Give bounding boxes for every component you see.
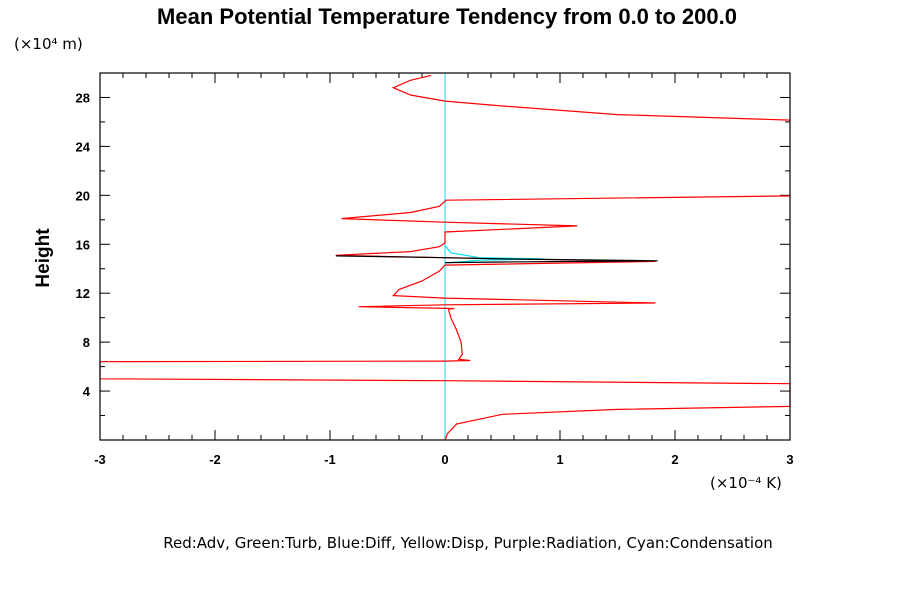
series-line-adv-upper- xyxy=(391,74,791,121)
series-line-black xyxy=(335,255,658,264)
y-tick-label: 8 xyxy=(83,335,90,350)
series-line-adv xyxy=(99,195,791,441)
x-units-label: (×10⁻⁴ K) xyxy=(710,474,782,492)
x-tick-label: 1 xyxy=(556,452,563,467)
series-line-condensation xyxy=(444,245,543,264)
series-group xyxy=(99,73,791,441)
y-tick-label: 4 xyxy=(83,384,91,399)
x-tick-label: -2 xyxy=(209,452,221,467)
y-tick-label: 28 xyxy=(76,90,90,105)
chart-title: Mean Potential Temperature Tendency from… xyxy=(157,4,737,29)
x-tick-label: 3 xyxy=(786,452,793,467)
y-axis-label: Height xyxy=(33,228,54,288)
x-tick-label: 2 xyxy=(671,452,678,467)
y-tick-label: 12 xyxy=(76,286,90,301)
x-tick-label: 0 xyxy=(441,452,448,467)
plot-frame xyxy=(99,72,791,441)
x-tick-label: -1 xyxy=(324,452,336,467)
y-tick-label: 20 xyxy=(76,188,90,203)
x-tick-label: -3 xyxy=(94,452,106,467)
legend-text: Red:Adv, Green:Turb, Blue:Diff, Yellow:D… xyxy=(163,534,773,552)
y-tick-label: 24 xyxy=(76,139,91,154)
y-tick-label: 16 xyxy=(76,237,90,252)
y-units-label: (×10⁴ m) xyxy=(14,35,83,53)
